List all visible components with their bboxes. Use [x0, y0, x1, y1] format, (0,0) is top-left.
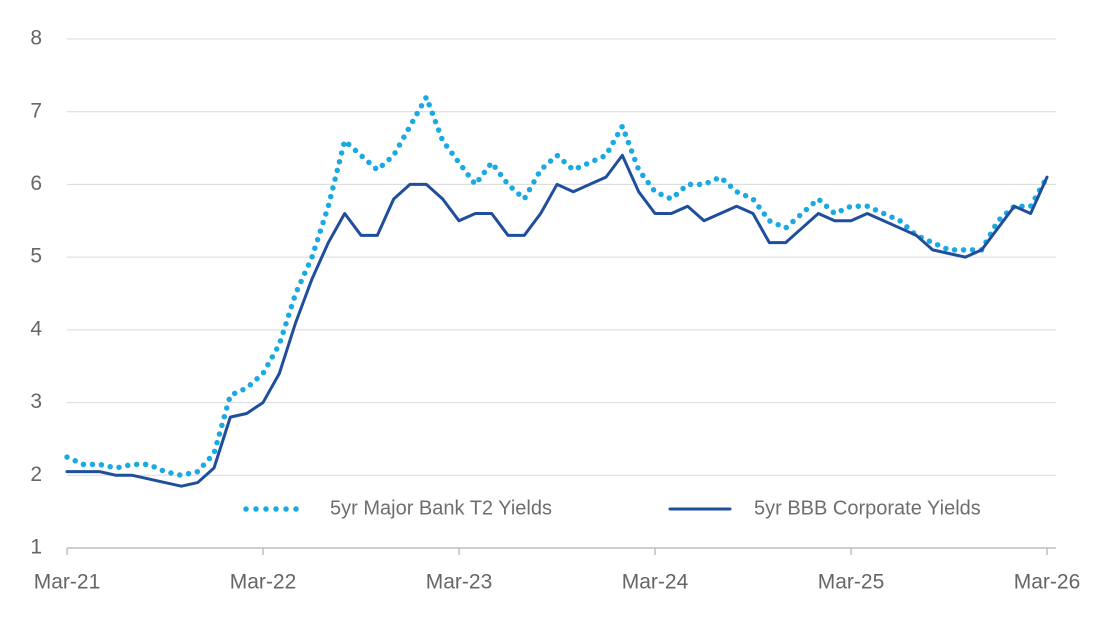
x-tick-label: Mar-23 — [426, 571, 493, 594]
y-tick-label: 7 — [30, 99, 42, 122]
x-tick-label: Mar-22 — [230, 571, 297, 594]
legend-label: 5yr Major Bank T2 Yields — [330, 497, 552, 519]
legend-label: 5yr BBB Corporate Yields — [754, 497, 981, 519]
y-tick-label: 4 — [30, 317, 42, 340]
x-tick-label: Mar-25 — [818, 571, 885, 594]
x-tick-label: Mar-24 — [622, 571, 689, 594]
series-line — [64, 94, 1050, 479]
y-tick-label: 3 — [30, 390, 42, 413]
y-tick-label: 8 — [30, 27, 42, 50]
x-tick-label: Mar-21 — [34, 571, 101, 594]
y-tick-label: 5 — [30, 245, 42, 268]
y-tick-label: 2 — [30, 463, 42, 486]
y-tick-label: 6 — [30, 172, 42, 195]
y-tick-label: 1 — [30, 536, 42, 559]
series-line — [65, 153, 1049, 488]
x-tick-label: Mar-26 — [1014, 571, 1081, 594]
